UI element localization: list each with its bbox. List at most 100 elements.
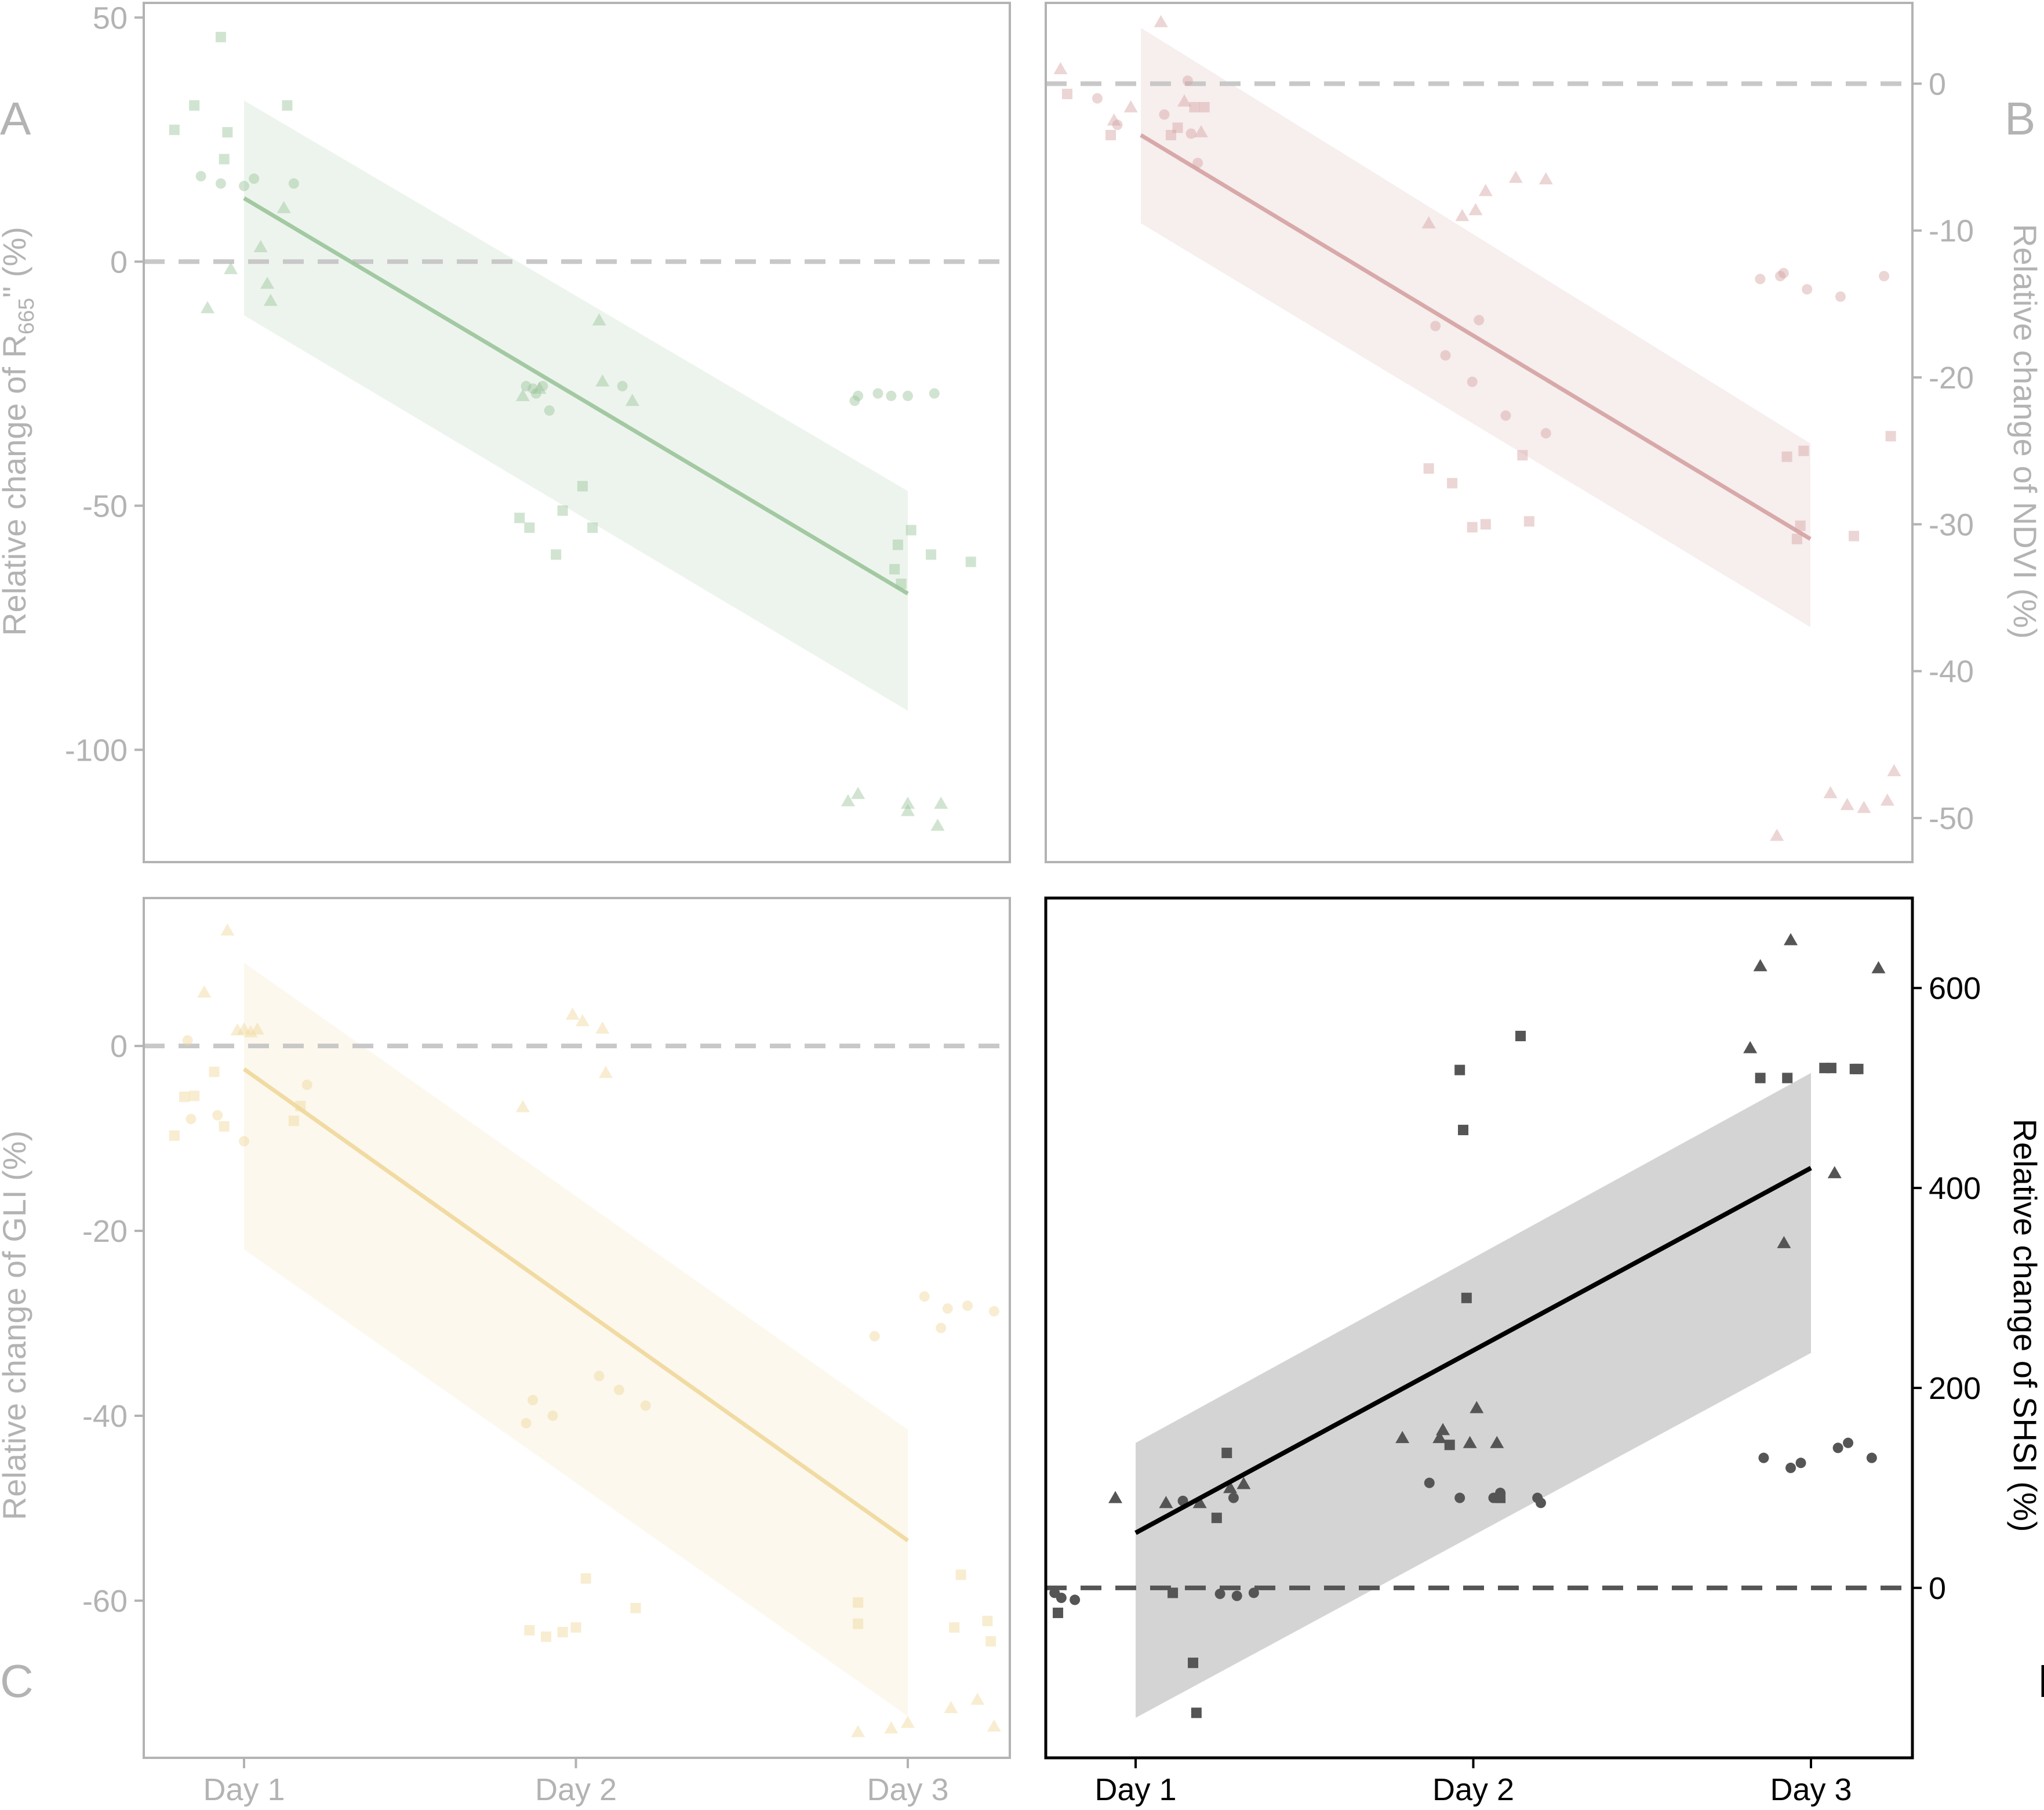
data-point-a-40	[889, 564, 900, 575]
data-point-d-4	[1108, 1491, 1123, 1503]
data-point-b-42	[1795, 520, 1806, 531]
y-tick-label-c-1: -20	[82, 1214, 128, 1249]
data-point-b-28	[1478, 184, 1493, 197]
data-point-a-22	[530, 388, 541, 399]
regression-line-c	[242, 1067, 910, 1543]
y-tick-label-c-0: 0	[110, 1029, 128, 1064]
y-tick-label-d-2: 200	[1929, 1371, 1981, 1406]
x-tick-label-c-1: Day 2	[535, 1772, 617, 1807]
data-point-b-6	[1123, 100, 1138, 112]
data-point-c-25	[565, 1007, 580, 1020]
data-point-a-50	[934, 796, 948, 809]
data-point-b-11	[1177, 94, 1192, 107]
data-point-a-51	[965, 557, 976, 568]
data-point-d-38	[1753, 959, 1767, 972]
y-tick-label-a-3: -100	[65, 733, 128, 768]
data-point-a-33	[625, 394, 639, 406]
data-point-a-20	[524, 522, 535, 533]
panel-letter-c: C	[0, 1655, 34, 1707]
plot-frame-a	[143, 2, 1011, 863]
data-point-b-10	[1172, 122, 1183, 133]
data-point-b-48	[1849, 530, 1860, 541]
data-point-c-44	[949, 1622, 960, 1633]
regression-line-b	[1140, 133, 1812, 541]
data-point-d-8	[1188, 1658, 1199, 1669]
y-axis-title-a: Relative change of R665" (%)	[0, 227, 39, 636]
data-point-d-33	[1495, 1492, 1506, 1503]
panel-a: 50 0 -50 -100	[65, 1, 1011, 863]
data-point-c-39	[884, 1721, 899, 1733]
y-axis-title-b: Relative change of NDVI (%)	[2007, 224, 2043, 639]
data-point-d-37	[1743, 1041, 1758, 1053]
data-point-a-46	[903, 390, 913, 401]
data-point-a-10	[249, 173, 260, 184]
data-point-c-24	[557, 1627, 568, 1638]
data-point-b-5	[1112, 119, 1123, 130]
data-point-b-16	[1194, 125, 1208, 137]
data-point-b-21	[1440, 350, 1451, 361]
y-axis-title-a-main: Relative change of R	[0, 335, 32, 636]
data-point-c-9	[220, 923, 235, 936]
data-point-d-5	[1159, 1496, 1173, 1509]
data-point-d-11	[1211, 1513, 1222, 1524]
data-point-b-24	[1467, 522, 1478, 533]
data-point-a-24	[537, 381, 548, 392]
data-point-c-27	[575, 1014, 590, 1027]
data-point-d-41	[1777, 1235, 1791, 1248]
y-tick-label-a-0: 50	[93, 1, 128, 35]
data-point-b-35	[1540, 428, 1551, 439]
y-axis-title-d: Relative change of SHSI (%)	[2007, 1119, 2043, 1532]
data-point-c-43	[942, 1303, 953, 1314]
data-point-d-12	[1214, 1589, 1225, 1600]
data-point-c-29	[594, 1371, 605, 1382]
data-point-d-1	[1053, 1607, 1064, 1618]
data-point-d-48	[1827, 1166, 1842, 1179]
regression-line-a	[243, 196, 909, 595]
data-point-d-19	[1395, 1431, 1410, 1444]
data-point-c-20	[524, 1624, 535, 1635]
data-point-a-13	[263, 293, 278, 306]
data-point-a-17	[514, 513, 525, 524]
data-point-a-21	[528, 383, 539, 394]
data-point-b-25	[1467, 376, 1478, 387]
data-point-a-43	[901, 804, 915, 816]
data-point-c-38	[869, 1331, 880, 1342]
data-point-d-49	[1832, 1442, 1843, 1453]
data-point-d-43	[1782, 1073, 1793, 1084]
data-point-b-9	[1165, 130, 1176, 140]
data-point-c-11	[237, 1022, 251, 1035]
data-point-d-45	[1795, 1458, 1806, 1469]
data-point-b-45	[1823, 786, 1838, 798]
data-point-c-47	[944, 1700, 958, 1713]
data-point-c-4	[189, 1091, 200, 1102]
data-point-d-17	[1236, 1477, 1251, 1489]
y-tick-label-d-3: 0	[1929, 1571, 1946, 1606]
data-point-c-36	[853, 1618, 864, 1629]
data-point-a-16	[288, 178, 299, 189]
data-point-d-10	[1192, 1496, 1207, 1509]
data-point-d-47	[1825, 1063, 1836, 1074]
data-point-b-51	[1880, 793, 1894, 806]
data-point-b-3	[1105, 130, 1116, 140]
y-tick-label-b-3: -30	[1929, 507, 1974, 542]
data-point-c-2	[182, 1035, 193, 1046]
data-point-c-10	[230, 1023, 245, 1036]
panel-letter-b: B	[2005, 93, 2035, 144]
data-point-a-30	[592, 313, 606, 326]
data-point-a-28	[577, 481, 588, 492]
data-point-b-53	[1887, 764, 1901, 776]
confidence-band-a	[244, 100, 908, 711]
data-point-c-18	[515, 1100, 530, 1113]
data-point-a-6	[219, 154, 230, 165]
data-point-a-44	[901, 796, 915, 809]
data-point-c-45	[955, 1569, 966, 1580]
data-point-a-5	[215, 178, 226, 189]
data-point-c-41	[919, 1291, 930, 1302]
data-point-b-36	[1755, 274, 1766, 285]
x-tick-label-c-0: Day 1	[203, 1772, 285, 1807]
data-point-a-11	[253, 240, 268, 253]
data-point-b-29	[1480, 519, 1491, 530]
data-point-c-42	[936, 1322, 947, 1333]
data-point-a-9	[239, 180, 249, 191]
data-point-b-20	[1430, 321, 1441, 332]
